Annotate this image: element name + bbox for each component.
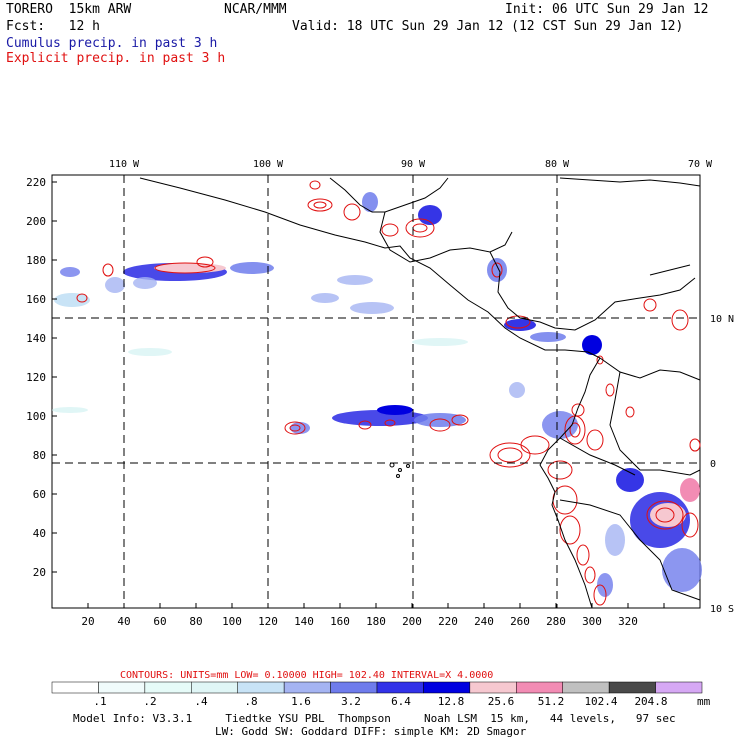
- colorbar-label: 102.4: [584, 695, 617, 708]
- lon-label: 90 W: [401, 159, 426, 170]
- y-tick-label: 20: [33, 566, 46, 579]
- lat-label: 0: [710, 459, 716, 470]
- model-title: TORERO 15km ARW: [6, 2, 132, 17]
- colorbar-swatch: [330, 681, 378, 694]
- init-time: Init: 06 UTC Sun 29 Jan 12: [505, 2, 709, 17]
- contours-info: CONTOURS: UNITS=mm LOW= 0.10000 HIGH= 10…: [120, 670, 493, 681]
- colorbar-label: 1.6: [291, 695, 311, 708]
- colorbar-label: .2: [143, 695, 156, 708]
- y-tick-label: 40: [33, 527, 46, 540]
- x-tick-label: 120: [258, 615, 278, 628]
- x-tick-label: 20: [81, 615, 94, 628]
- colorbar-label: 25.6: [488, 695, 515, 708]
- model-info-line2: LW: Godd SW: Goddard DIFF: simple KM: 2D…: [215, 725, 527, 738]
- colorbar-swatch: [144, 681, 192, 694]
- map-frame: [51, 174, 701, 609]
- lon-label: 80 W: [545, 159, 570, 170]
- graticule: [52, 175, 700, 608]
- x-tick-label: 140: [294, 615, 314, 628]
- lat-label: 10 N: [710, 314, 734, 325]
- lon-label: 100 W: [253, 159, 284, 170]
- lon-label: 110 W: [109, 159, 140, 170]
- colorbar-swatch: [283, 681, 331, 694]
- colorbar-swatch: [98, 681, 146, 694]
- coastlines: [139, 177, 701, 609]
- lat-label: 10 S: [710, 604, 734, 615]
- x-tick-label: 160: [330, 615, 350, 628]
- y-tick-label: 140: [26, 332, 46, 345]
- colorbar-swatch: [423, 681, 471, 694]
- colorbar-swatch: [237, 681, 285, 694]
- valid-time: Valid: 18 UTC Sun 29 Jan 12 (12 CST Sun …: [292, 19, 684, 34]
- y-tick-label: 200: [26, 215, 46, 228]
- colorbar-swatch: [608, 681, 656, 694]
- x-tick-label: 60: [153, 615, 166, 628]
- y-tick-label: 120: [26, 371, 46, 384]
- cumulus-precip-shading: [52, 192, 702, 597]
- y-tick-label: 220: [26, 176, 46, 189]
- colorbar-swatch: [562, 681, 610, 694]
- y-tick-label: 60: [33, 488, 46, 501]
- colorbar-label: .1: [93, 695, 106, 708]
- y-tick-label: 180: [26, 254, 46, 267]
- colorbar-label: 12.8: [438, 695, 465, 708]
- colorbar: [51, 681, 703, 694]
- organization-label: NCAR/MMM: [224, 2, 287, 17]
- x-tick-label: 300: [582, 615, 602, 628]
- colorbar-label: 204.8: [634, 695, 667, 708]
- colorbar-label: 3.2: [341, 695, 361, 708]
- lon-label: 70 W: [688, 159, 713, 170]
- colorbar-label: 51.2: [538, 695, 565, 708]
- x-tick-label: 200: [402, 615, 422, 628]
- x-tick-label: 180: [366, 615, 386, 628]
- colorbar-swatch: [191, 681, 238, 694]
- y-tick-label: 80: [33, 449, 46, 462]
- y-tick-label: 160: [26, 293, 46, 306]
- x-tick-label: 320: [618, 615, 638, 628]
- colorbar-label: .8: [244, 695, 257, 708]
- x-tick-label: 240: [474, 615, 494, 628]
- y-tick-label: 100: [26, 410, 46, 423]
- x-tick-label: 80: [189, 615, 202, 628]
- colorbar-label: .4: [194, 695, 208, 708]
- x-tick-label: 260: [510, 615, 530, 628]
- colorbar-swatch: [469, 681, 517, 694]
- field-cumulus-label: Cumulus precip. in past 3 h: [6, 36, 218, 51]
- x-tick-label: 280: [546, 615, 566, 628]
- colorbar-label: 6.4: [391, 695, 411, 708]
- forecast-hour: Fcst: 12 h: [6, 19, 100, 34]
- x-tick-label: 40: [117, 615, 130, 628]
- model-info-line1: Model Info: V3.3.1 Tiedtke YSU PBL Thomp…: [73, 712, 676, 725]
- colorbar-swatch: [376, 681, 424, 694]
- colorbar-unit: mm: [697, 695, 711, 708]
- explicit-precip-contours: [76, 180, 701, 606]
- x-tick-label: 100: [222, 615, 242, 628]
- colorbar-swatch: [516, 681, 563, 694]
- colorbar-swatch: [655, 681, 703, 694]
- colorbar-swatch: [51, 681, 99, 694]
- field-explicit-label: Explicit precip. in past 3 h: [6, 51, 226, 66]
- x-tick-label: 220: [438, 615, 458, 628]
- axis-ticks: [52, 181, 665, 608]
